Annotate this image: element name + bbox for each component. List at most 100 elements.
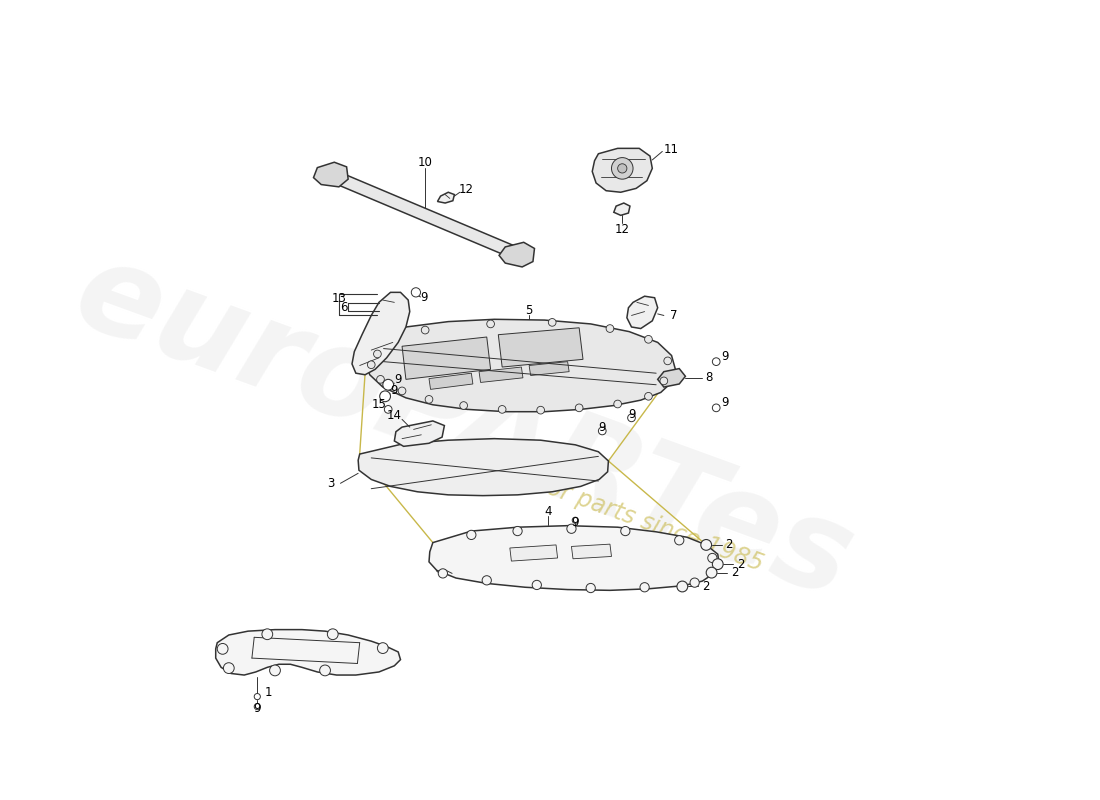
Text: 12: 12 xyxy=(459,183,473,197)
Text: 9: 9 xyxy=(722,396,729,409)
Circle shape xyxy=(707,554,717,562)
Circle shape xyxy=(640,582,649,592)
Text: 8: 8 xyxy=(705,371,712,384)
Text: 12: 12 xyxy=(615,222,630,236)
Circle shape xyxy=(262,629,273,640)
Text: 10: 10 xyxy=(418,157,432,170)
Circle shape xyxy=(320,665,330,676)
Text: 9: 9 xyxy=(722,350,729,362)
Text: 7: 7 xyxy=(670,309,678,322)
Circle shape xyxy=(628,414,636,422)
Polygon shape xyxy=(498,328,583,367)
Circle shape xyxy=(384,406,392,414)
Polygon shape xyxy=(216,630,400,675)
Text: 14: 14 xyxy=(387,409,402,422)
Text: 4: 4 xyxy=(544,506,552,518)
Text: euroPARTes: euroPARTes xyxy=(59,230,868,624)
Text: a passion for parts since 1985: a passion for parts since 1985 xyxy=(422,432,767,577)
Circle shape xyxy=(713,404,721,412)
Polygon shape xyxy=(329,170,520,259)
Polygon shape xyxy=(592,148,652,192)
Circle shape xyxy=(460,402,467,410)
Circle shape xyxy=(618,164,627,173)
Polygon shape xyxy=(365,319,675,412)
Polygon shape xyxy=(395,421,444,446)
Polygon shape xyxy=(352,292,409,374)
Circle shape xyxy=(572,517,579,523)
Polygon shape xyxy=(429,373,473,390)
Circle shape xyxy=(598,427,606,435)
Circle shape xyxy=(379,391,390,402)
Text: 9: 9 xyxy=(598,421,606,434)
Circle shape xyxy=(663,357,671,365)
Circle shape xyxy=(532,580,541,590)
Circle shape xyxy=(328,629,338,640)
Text: 6: 6 xyxy=(341,302,348,314)
Circle shape xyxy=(713,358,721,366)
Circle shape xyxy=(706,567,717,578)
Circle shape xyxy=(566,524,576,534)
Circle shape xyxy=(398,387,406,394)
Circle shape xyxy=(254,694,261,700)
Circle shape xyxy=(586,583,595,593)
Text: 2: 2 xyxy=(730,566,738,579)
Circle shape xyxy=(612,158,634,179)
Polygon shape xyxy=(499,242,535,267)
Circle shape xyxy=(466,530,476,539)
Text: 9: 9 xyxy=(390,385,398,398)
Circle shape xyxy=(676,581,688,592)
Text: 9: 9 xyxy=(253,702,261,714)
Circle shape xyxy=(376,375,384,383)
Circle shape xyxy=(620,526,630,536)
Polygon shape xyxy=(438,192,454,203)
Text: 9: 9 xyxy=(420,291,428,304)
Circle shape xyxy=(425,395,433,403)
Polygon shape xyxy=(614,203,630,215)
Circle shape xyxy=(575,404,583,412)
Text: 13: 13 xyxy=(331,292,346,305)
Text: 9: 9 xyxy=(628,407,636,421)
Text: 11: 11 xyxy=(664,143,679,157)
Circle shape xyxy=(486,320,495,328)
Circle shape xyxy=(701,539,712,550)
Polygon shape xyxy=(480,367,522,382)
Circle shape xyxy=(614,400,622,408)
Circle shape xyxy=(377,642,388,654)
Circle shape xyxy=(690,578,700,587)
Circle shape xyxy=(383,379,394,390)
Circle shape xyxy=(482,576,492,585)
Circle shape xyxy=(411,288,420,297)
Circle shape xyxy=(548,318,557,326)
Polygon shape xyxy=(314,162,348,187)
Circle shape xyxy=(254,703,261,710)
Circle shape xyxy=(218,643,228,654)
Circle shape xyxy=(537,406,544,414)
Text: 2: 2 xyxy=(737,558,745,570)
Polygon shape xyxy=(658,369,685,387)
Text: 15: 15 xyxy=(372,398,386,410)
Polygon shape xyxy=(359,438,608,496)
Text: 1: 1 xyxy=(265,686,273,699)
Circle shape xyxy=(374,350,382,358)
Circle shape xyxy=(438,569,448,578)
Polygon shape xyxy=(572,544,612,558)
Text: 3: 3 xyxy=(328,477,334,490)
Circle shape xyxy=(645,335,652,343)
Polygon shape xyxy=(627,296,658,329)
Text: 9: 9 xyxy=(395,373,402,386)
Circle shape xyxy=(606,325,614,332)
Circle shape xyxy=(713,558,723,570)
Circle shape xyxy=(367,361,375,369)
Circle shape xyxy=(660,377,668,385)
Text: 2: 2 xyxy=(726,538,733,551)
Circle shape xyxy=(513,526,522,536)
Polygon shape xyxy=(510,545,558,561)
Circle shape xyxy=(498,406,506,414)
Circle shape xyxy=(674,536,684,545)
Text: 5: 5 xyxy=(526,303,532,317)
Polygon shape xyxy=(403,337,491,379)
Circle shape xyxy=(645,393,652,400)
Polygon shape xyxy=(529,362,569,375)
Circle shape xyxy=(270,665,280,676)
Circle shape xyxy=(421,326,429,334)
